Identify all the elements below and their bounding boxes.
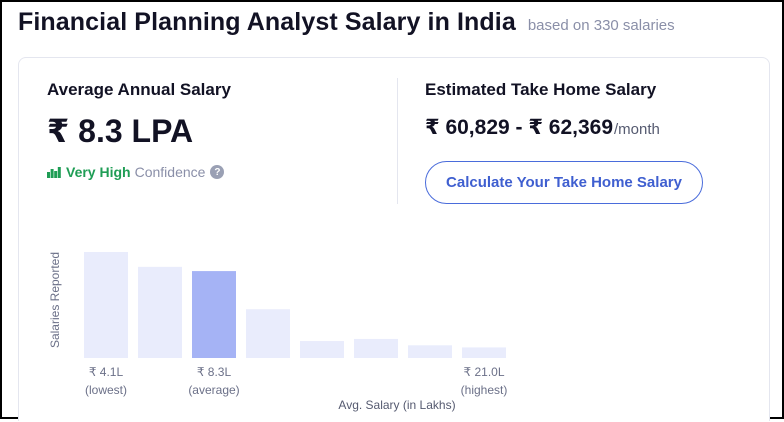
x-tick-label: ₹ 21.0L <box>464 365 505 379</box>
x-tick-note: (lowest) <box>85 383 127 397</box>
y-axis-label: Salaries Reported <box>48 252 62 348</box>
confidence-level: Very High <box>66 164 131 180</box>
salary-bar <box>84 252 128 358</box>
calculate-take-home-button[interactable]: Calculate Your Take Home Salary <box>425 161 703 204</box>
salary-bar <box>462 347 506 358</box>
x-tick-note: (highest) <box>461 383 508 397</box>
take-home-label: Estimated Take Home Salary <box>425 80 657 99</box>
x-axis-label: Avg. Salary (in Lakhs) <box>338 398 455 412</box>
help-icon[interactable]: ? <box>210 165 225 179</box>
take-home-range: ₹ 60,829 - ₹ 62,369 <box>425 116 614 139</box>
salary-bar <box>408 345 452 358</box>
salary-bar <box>300 341 344 358</box>
average-salary-label: Average Annual Salary <box>47 80 231 99</box>
salary-bar <box>246 309 290 358</box>
confidence-label: Confidence <box>134 164 206 180</box>
x-tick-label: ₹ 4.1L <box>89 365 124 379</box>
page-title: Financial Planning Analyst Salary in Ind… <box>18 8 516 36</box>
section-divider <box>397 78 398 204</box>
signal-bars-icon <box>47 167 61 178</box>
salary-distribution-chart: Salaries Reported ₹ 4.1L (lowest) ₹ 8.3L (av… <box>48 252 508 412</box>
salary-bar <box>192 271 236 358</box>
average-salary-value: ₹ 8.3 LPA <box>47 113 194 149</box>
page-header: Financial Planning Analyst Salary in Ind… <box>18 8 675 37</box>
salary-bar <box>354 338 398 358</box>
x-tick-label: ₹ 8.3L <box>197 365 232 379</box>
salary-card: Average Annual Salary ₹ 8.3 LPA Very Hig… <box>18 57 770 421</box>
salary-bar <box>138 266 182 358</box>
take-home-value: ₹ 60,829 - ₹ 62,369 /month <box>425 115 660 140</box>
x-tick-note: (average) <box>188 383 239 397</box>
confidence-indicator: Very High Confidence ? <box>47 164 225 180</box>
salary-count: based on 330 salaries <box>527 17 675 34</box>
take-home-unit: /month <box>614 121 660 138</box>
